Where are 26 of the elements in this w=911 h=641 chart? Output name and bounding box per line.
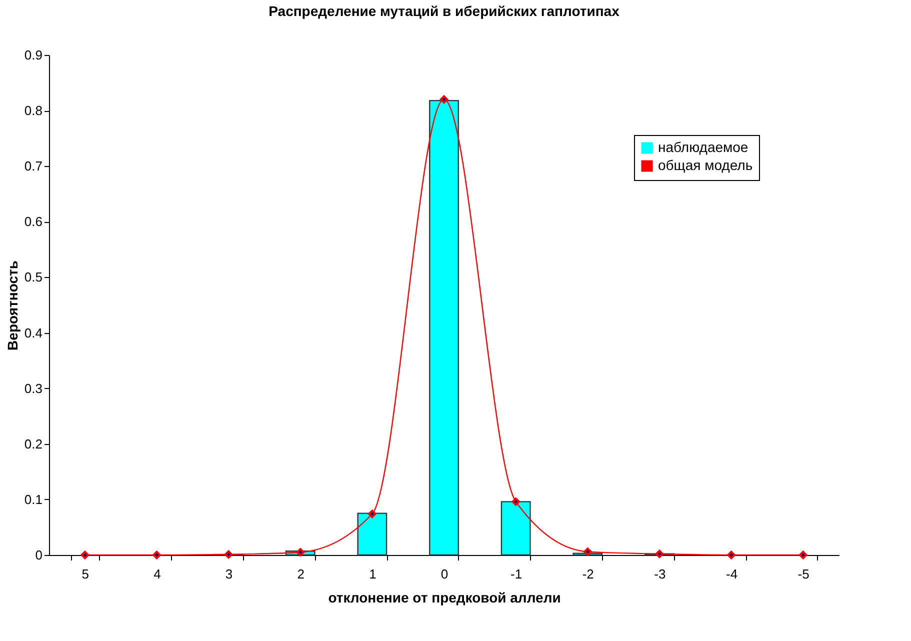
y-tick-label: 0.6 (24, 214, 42, 230)
y-tick-label: 0.4 (24, 325, 42, 340)
y-tick-label: 0.2 (24, 436, 42, 452)
x-tick-label: 5 (82, 566, 90, 582)
x-tick-label: 0 (440, 566, 448, 582)
y-tick-label: 0.9 (24, 48, 42, 62)
chart-title: Распределение мутаций в иберийских гаплотипах (268, 3, 620, 19)
x-tick-label: 4 (154, 566, 161, 582)
y-axis-title: Вероятность (4, 260, 20, 350)
x-tick-label: -5 (798, 566, 810, 582)
x-tick-label: -4 (726, 566, 738, 582)
y-tick-label: 0.3 (24, 380, 42, 396)
legend-label: наблюдаемое (658, 139, 748, 155)
x-tick-label: -1 (510, 566, 522, 582)
x-axis-title: отклонение от предковой аллели (328, 590, 561, 606)
y-tick-label: 0.8 (24, 103, 42, 118)
y-tick-label: 0.5 (24, 270, 42, 285)
x-tick-label: -2 (582, 566, 594, 582)
y-tick-label: 0.7 (24, 158, 42, 174)
x-tick-label: 3 (225, 566, 233, 582)
legend-label: общая модель (658, 157, 753, 173)
y-tick-label: 0 (35, 548, 42, 562)
x-tick-label: 1 (369, 566, 376, 582)
y-tick-label: 0.1 (24, 492, 42, 507)
x-tick-label: -3 (654, 566, 666, 582)
x-tick-label: 2 (297, 566, 304, 582)
